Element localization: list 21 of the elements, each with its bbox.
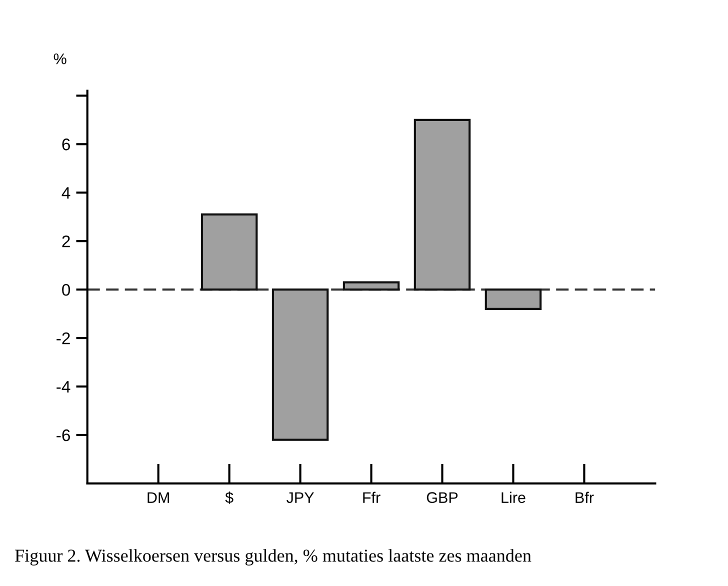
y-tick-label: -6 (56, 429, 70, 442)
y-tick-label: -4 (56, 381, 70, 393)
x-tick-label: Ffr (363, 492, 380, 503)
y-tick-label: 0 (62, 284, 70, 296)
y-tick-label: -2 (56, 332, 70, 344)
x-tick-label: $ (225, 492, 234, 504)
bar (484, 288, 542, 310)
y-tick-label: 2 (62, 235, 70, 248)
bar (414, 118, 471, 291)
bar (272, 288, 329, 441)
x-tick-label: Lire (502, 492, 526, 504)
y-tick-label: 4 (62, 187, 70, 199)
x-tick-label: JPY (286, 492, 314, 504)
y-tick-label: 6 (62, 138, 70, 150)
bar (342, 281, 400, 291)
x-tick-label: Bfr (576, 492, 594, 503)
x-tick-label: GBP (426, 492, 458, 504)
y-axis-title: % (54, 54, 66, 64)
bar (200, 213, 258, 291)
x-tick-label: DM (148, 492, 169, 503)
text: Figuur 2. Wisselkoersen versus gulden, % mutaties laatste zes maanden (15, 549, 532, 566)
